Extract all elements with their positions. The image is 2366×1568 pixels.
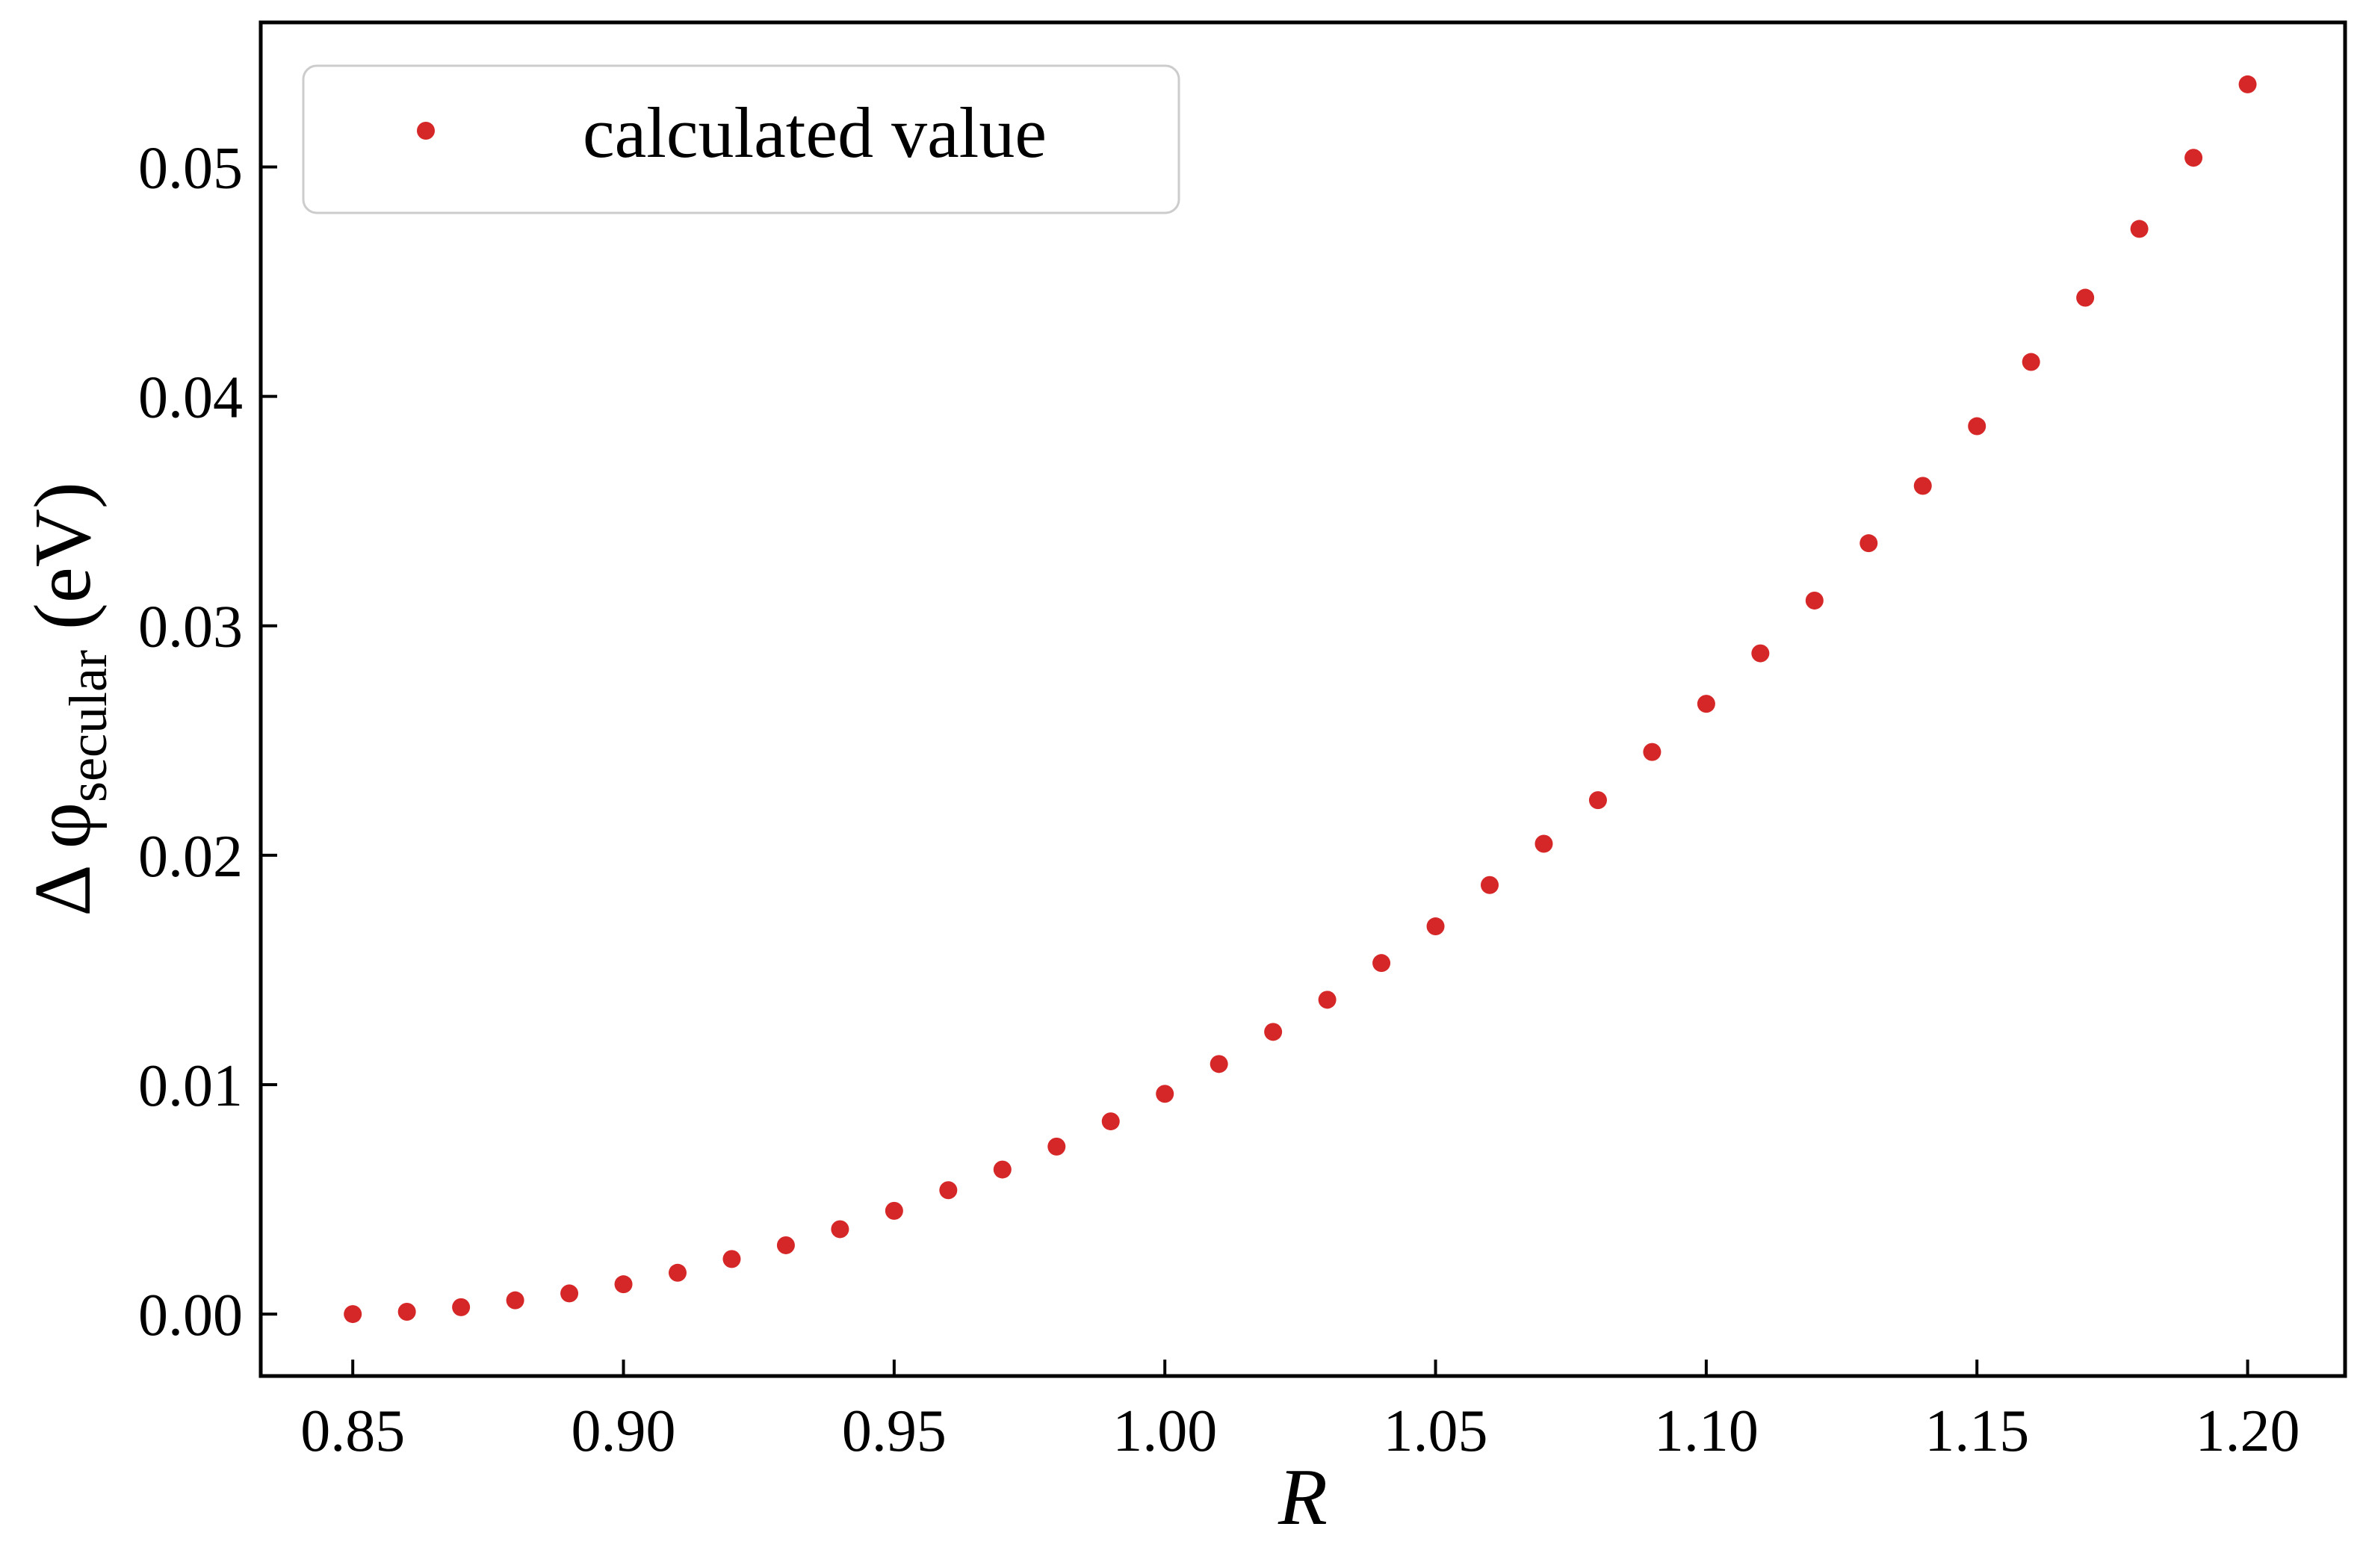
data-point [1913,477,1932,495]
data-point [2022,353,2040,371]
data-point [831,1220,849,1239]
y-tick-label: 0.00 [138,1283,243,1348]
y-tick-label: 0.01 [138,1053,243,1119]
x-axis-label: R [1278,1453,1328,1542]
data-point [1968,417,1986,436]
legend: calculated value [302,64,1180,214]
x-axis-ticks: 0.85 0.90 0.95 1.00 1.05 1.10 1.15 1.20 [300,1360,2300,1464]
data-point [344,1305,362,1324]
data-point [397,1303,416,1321]
data-point [1264,1023,1283,1041]
data-point [1318,991,1337,1009]
data-points [344,75,2257,1324]
y-axis-label-subscript: secular [58,650,118,802]
data-point [939,1181,958,1200]
data-point [1481,876,1499,894]
data-point [1372,954,1391,973]
plot-frame [258,20,2347,1378]
data-point [1535,834,1553,853]
data-point [1426,917,1445,936]
data-point [993,1160,1012,1179]
data-point [2076,288,2095,307]
data-point [452,1298,471,1316]
legend-box [302,64,1180,214]
x-tick-label: 0.95 [842,1398,947,1464]
data-point [1643,743,1662,761]
data-point [2130,220,2149,238]
y-tick-label: 0.05 [138,135,243,201]
data-point [1047,1137,1066,1156]
data-point [669,1263,687,1282]
x-tick-label: 1.00 [1112,1398,1217,1464]
data-point [1588,791,1607,810]
data-point [1751,644,1770,663]
y-axis-label-prefix: Δ φ [19,802,108,917]
data-point [722,1250,741,1268]
data-point [560,1284,579,1303]
x-tick-label: 1.05 [1384,1398,1488,1464]
x-tick-label: 1.10 [1654,1398,1759,1464]
x-tick-label: 1.15 [1924,1398,2029,1464]
y-axis-label-suffix: (eV) [19,482,108,650]
data-point [1697,695,1715,713]
data-point [506,1291,524,1310]
data-point [776,1236,795,1254]
data-point [1859,534,1878,553]
y-axis-ticks: 0.00 0.01 0.02 0.03 0.04 0.05 [138,135,277,1348]
data-point [1210,1055,1228,1073]
legend-label: calculated value [583,93,1047,173]
data-point [1101,1112,1120,1131]
data-point [885,1201,903,1220]
data-point [2184,149,2203,167]
data-point [1805,591,1824,610]
x-tick-label: 1.20 [2196,1398,2300,1464]
data-point [1156,1085,1174,1103]
x-tick-label: 0.85 [300,1398,405,1464]
data-point [2238,75,2257,93]
data-point [614,1275,633,1294]
x-tick-label: 0.90 [572,1398,676,1464]
y-tick-label: 0.03 [138,595,243,660]
y-tick-label: 0.02 [138,824,243,890]
y-axis-label: Δ φsecular (eV) [19,482,118,917]
y-tick-label: 0.04 [138,365,243,431]
legend-marker [417,122,435,140]
